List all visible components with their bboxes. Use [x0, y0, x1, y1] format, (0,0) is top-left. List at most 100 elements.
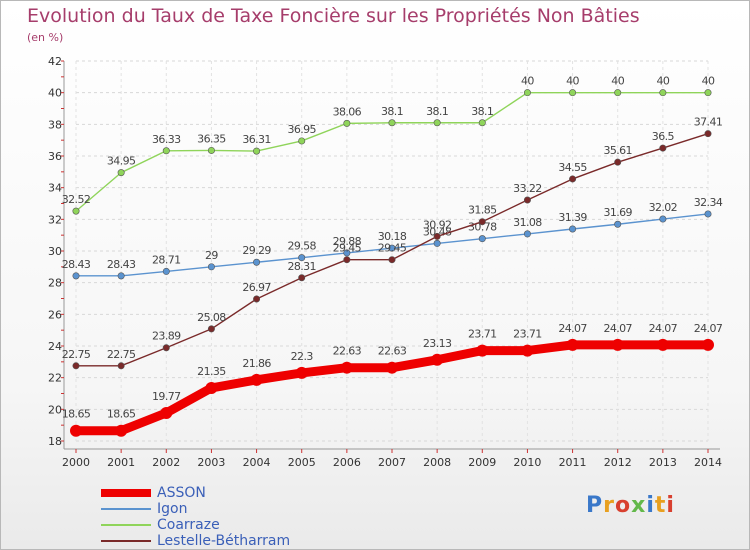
point-igon: [72, 272, 80, 280]
data-label-coarraze: 40: [521, 75, 534, 88]
point-igon: [433, 239, 441, 247]
data-label-asson: 18.65: [107, 408, 136, 421]
data-label-igon: 29: [205, 249, 218, 262]
data-label-lestelle-b-tharram: 22.75: [62, 348, 91, 361]
data-label-asson: 23.71: [468, 328, 497, 341]
data-label-asson: 24.07: [558, 322, 587, 335]
point-lestelle-b-tharram: [704, 130, 712, 138]
logo-letter: i: [646, 493, 655, 518]
point-lestelle-b-tharram: [659, 144, 667, 152]
data-label-lestelle-b-tharram: 35.61: [603, 144, 632, 157]
point-coarraze: [253, 147, 261, 155]
legend-item-lestelle-betharram: Lestelle-Bétharram: [101, 533, 290, 549]
data-label-asson: 21.35: [197, 365, 226, 378]
point-igon: [569, 225, 577, 233]
data-label-igon: 29.58: [287, 240, 316, 253]
data-label-asson: 23.71: [513, 328, 542, 341]
data-label-coarraze: 40: [611, 75, 624, 88]
point-coarraze: [478, 119, 486, 127]
data-label-asson: 24.07: [603, 322, 632, 335]
point-igon: [207, 263, 215, 271]
point-lestelle-b-tharram: [207, 325, 215, 333]
legend-label-igon: Igon: [157, 501, 188, 517]
logo-letter: o: [614, 493, 632, 518]
legend: ASSON Igon Coarraze Lestelle-Bétharram: [101, 485, 290, 549]
legend-label-coarraze: Coarraze: [157, 517, 220, 533]
point-asson: [566, 338, 579, 351]
point-igon: [343, 249, 351, 257]
point-coarraze: [388, 119, 396, 127]
legend-item-igon: Igon: [101, 501, 290, 517]
point-igon: [117, 272, 125, 280]
point-igon: [659, 215, 667, 223]
point-lestelle-b-tharram: [72, 362, 80, 370]
data-label-igon: 29.88: [333, 235, 362, 248]
data-label-lestelle-b-tharram: 34.55: [558, 161, 587, 174]
point-asson: [386, 361, 398, 374]
data-label-asson: 22.63: [333, 345, 362, 358]
data-label-lestelle-b-tharram: 22.75: [107, 348, 136, 361]
x-tick-label: 2012: [604, 456, 632, 469]
x-tick-label: 2014: [694, 456, 722, 469]
logo-letter: P: [586, 493, 604, 518]
point-igon: [614, 220, 622, 228]
x-tick-label: 2008: [423, 456, 451, 469]
x-tick-label: 2007: [378, 456, 406, 469]
point-coarraze: [117, 169, 125, 177]
point-asson: [295, 366, 308, 379]
data-label-coarraze: 40: [702, 75, 715, 88]
data-label-coarraze: 38.06: [333, 105, 362, 118]
y-tick-label: 38: [48, 118, 62, 131]
point-lestelle-b-tharram: [343, 256, 351, 264]
data-label-igon: 31.69: [603, 206, 632, 219]
data-label-coarraze: 34.95: [107, 155, 136, 168]
point-asson: [70, 424, 82, 437]
y-tick-label: 34: [48, 182, 62, 195]
point-asson: [205, 381, 218, 394]
point-lestelle-b-tharram: [117, 362, 125, 370]
data-label-coarraze: 38.1: [426, 105, 448, 118]
legend-item-coarraze: Coarraze: [101, 517, 290, 533]
data-label-lestelle-b-tharram: 31.85: [468, 204, 497, 217]
data-label-igon: 29.29: [242, 244, 271, 257]
point-coarraze: [569, 89, 577, 97]
legend-swatch-lestelle-betharram: [101, 540, 151, 542]
data-label-asson: 23.13: [423, 337, 452, 350]
point-igon: [298, 254, 306, 262]
point-asson: [476, 344, 489, 357]
point-lestelle-b-tharram: [569, 175, 577, 183]
chart-title: Evolution du Taux de Taxe Foncière sur l…: [27, 5, 640, 27]
point-lestelle-b-tharram: [253, 295, 261, 303]
point-lestelle-b-tharram: [388, 256, 396, 264]
logo-letter: r: [603, 493, 615, 518]
legend-label-lestelle-betharram: Lestelle-Bétharram: [157, 533, 291, 549]
data-label-igon: 31.08: [513, 216, 542, 229]
data-label-igon: 28.71: [152, 253, 181, 266]
x-tick-label: 2000: [62, 456, 90, 469]
proxiti-logo: Proxiti: [586, 493, 675, 518]
unit-label: (en %): [27, 31, 64, 44]
data-label-lestelle-b-tharram: 33.22: [513, 182, 542, 195]
point-igon: [253, 258, 261, 266]
point-coarraze: [72, 207, 80, 215]
point-coarraze: [433, 119, 441, 127]
legend-swatch-asson: [101, 489, 151, 497]
y-tick-label: 22: [48, 372, 62, 385]
point-igon: [478, 235, 486, 243]
y-tick-label: 32: [48, 213, 62, 226]
data-label-igon: 30.18: [378, 230, 407, 243]
data-label-coarraze: 38.1: [381, 105, 403, 118]
point-coarraze: [298, 137, 306, 145]
data-label-igon: 30.48: [423, 225, 452, 238]
point-asson: [250, 373, 263, 386]
point-coarraze: [704, 89, 712, 97]
point-igon: [388, 244, 396, 252]
data-label-lestelle-b-tharram: 30.92: [423, 218, 452, 231]
data-label-coarraze: 36.35: [197, 132, 226, 145]
point-asson: [115, 424, 128, 437]
data-label-asson: 19.77: [152, 390, 181, 403]
data-label-lestelle-b-tharram: 29.45: [333, 242, 362, 255]
point-asson: [656, 338, 669, 351]
y-tick-label: 40: [48, 87, 62, 100]
